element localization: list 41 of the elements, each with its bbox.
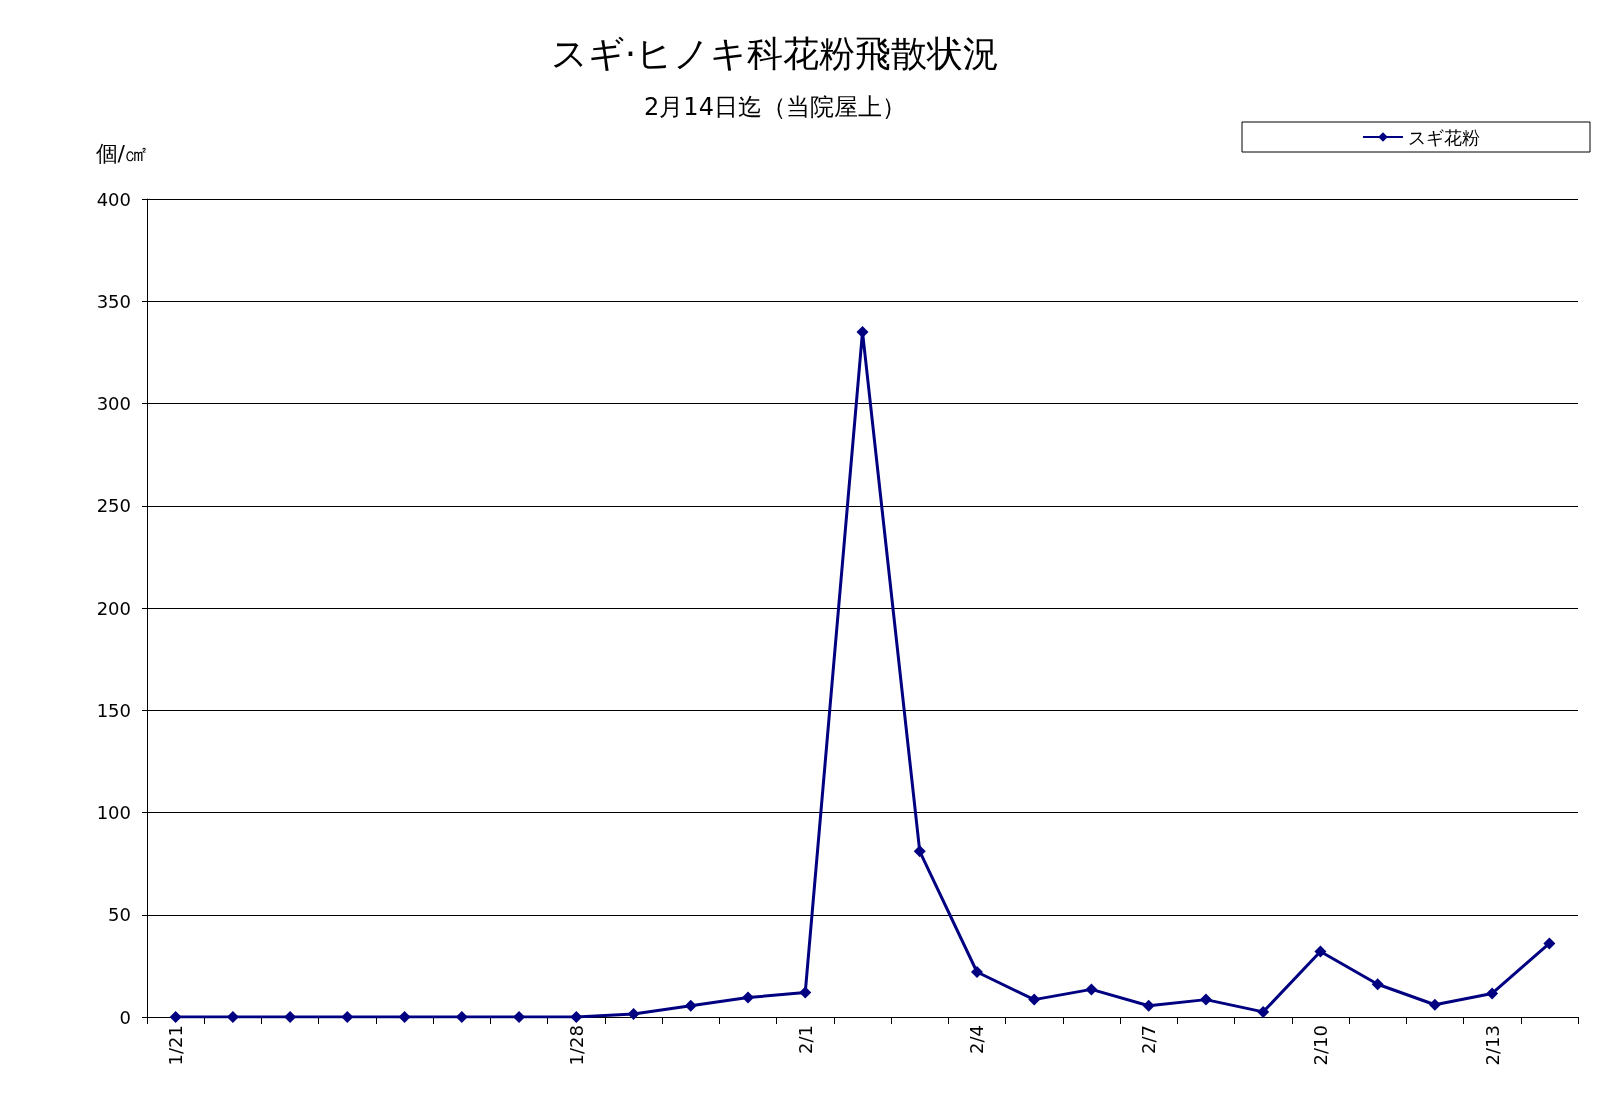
y-tick-label: 250 (96, 495, 131, 517)
y-tick-label: 50 (108, 904, 131, 926)
x-tick-label: 2/4 (966, 1025, 988, 1054)
point (970, 966, 983, 979)
x-tick-label: 2/13 (1481, 1025, 1503, 1066)
y-tick-label: 100 (96, 802, 131, 823)
y-tick-label: 400 (96, 188, 131, 210)
point (398, 1011, 411, 1023)
point (1543, 937, 1556, 950)
chart-subtitle: 2月14日迄（当院屋上） (644, 93, 906, 121)
point (1142, 999, 1155, 1012)
x-tick-label: 1/21 (165, 1025, 187, 1066)
point (1257, 1005, 1270, 1018)
point (913, 845, 926, 858)
point (684, 999, 697, 1012)
point (1428, 998, 1441, 1011)
point (856, 325, 869, 338)
point (1028, 993, 1041, 1006)
point (1314, 945, 1327, 958)
point (341, 1011, 354, 1023)
point (799, 986, 812, 999)
x-tick-label: 2/7 (1138, 1025, 1160, 1054)
x-tick-label: 2/1 (794, 1025, 816, 1054)
point (169, 1011, 182, 1023)
point (627, 1007, 640, 1020)
y-tick-label: 150 (96, 699, 131, 721)
y-tick-label: 350 (96, 290, 131, 312)
legend-label: スギ花粉 (1408, 126, 1480, 148)
y-tick-label: 0 (119, 1006, 131, 1028)
y-tick-label: 200 (96, 597, 131, 619)
x-tick-label: 1/28 (565, 1025, 587, 1066)
point (1371, 978, 1384, 991)
x-tick-label: 2/10 (1309, 1025, 1331, 1066)
point (1085, 983, 1098, 996)
point (1486, 987, 1499, 1000)
y-axis-title: 個/㎠ (95, 140, 147, 166)
y-tick-label: 300 (96, 393, 131, 414)
chart-title: スギ·ヒノキ科花粉飛散状況 (550, 32, 1000, 74)
point (1199, 993, 1212, 1006)
point (570, 1011, 583, 1023)
point (742, 991, 755, 1004)
